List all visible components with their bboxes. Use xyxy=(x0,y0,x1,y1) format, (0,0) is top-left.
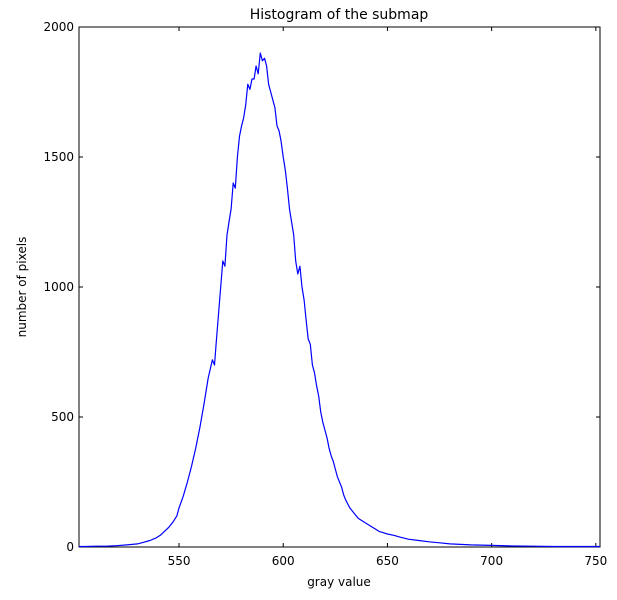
x-axis-label: gray value xyxy=(307,575,371,589)
y-tick-label: 0 xyxy=(66,540,74,554)
y-tick-label: 2000 xyxy=(43,20,74,34)
x-tick-label: 550 xyxy=(168,554,191,568)
plot-area xyxy=(78,26,601,548)
y-tick-label: 1500 xyxy=(43,150,74,164)
chart-title: Histogram of the submap xyxy=(250,7,429,23)
y-tick-label: 1000 xyxy=(43,280,74,294)
x-tick-label: 600 xyxy=(272,554,295,568)
series-line xyxy=(79,52,600,548)
y-axis-label: number of pixels xyxy=(15,237,29,338)
x-tick-label: 750 xyxy=(584,554,607,568)
x-axis-ticks: 550 600 650 700 750 xyxy=(168,27,607,568)
x-tick-label: 650 xyxy=(376,554,399,568)
x-tick-label: 700 xyxy=(480,554,503,568)
y-tick-label: 500 xyxy=(51,410,74,424)
